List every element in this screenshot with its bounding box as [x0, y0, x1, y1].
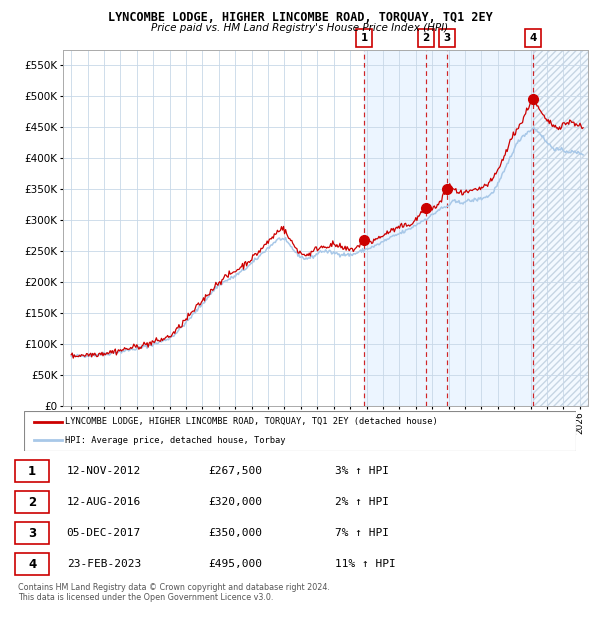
Bar	[15, 522, 49, 544]
Text: 4: 4	[529, 33, 536, 43]
Text: 2% ↑ HPI: 2% ↑ HPI	[335, 497, 389, 507]
Text: £350,000: £350,000	[208, 528, 262, 538]
Text: LYNCOMBE LODGE, HIGHER LINCOMBE ROAD, TORQUAY, TQ1 2EY (detached house): LYNCOMBE LODGE, HIGHER LINCOMBE ROAD, TO…	[65, 417, 438, 427]
Text: 2: 2	[28, 496, 36, 508]
Text: 05-DEC-2017: 05-DEC-2017	[67, 528, 141, 538]
Bar	[364, 50, 533, 406]
Text: 7% ↑ HPI: 7% ↑ HPI	[335, 528, 389, 538]
Bar	[15, 460, 49, 482]
Text: 3% ↑ HPI: 3% ↑ HPI	[335, 466, 389, 476]
Text: 1: 1	[28, 465, 36, 477]
Text: 1: 1	[361, 33, 368, 43]
Bar	[533, 50, 600, 406]
Text: 23-FEB-2023: 23-FEB-2023	[67, 559, 141, 569]
Text: 3: 3	[28, 527, 36, 539]
Bar	[15, 491, 49, 513]
Text: £495,000: £495,000	[208, 559, 262, 569]
Text: 2: 2	[422, 33, 430, 43]
Bar	[15, 553, 49, 575]
Text: 11% ↑ HPI: 11% ↑ HPI	[335, 559, 395, 569]
Text: 4: 4	[28, 558, 36, 570]
Text: 12-NOV-2012: 12-NOV-2012	[67, 466, 141, 476]
Text: Contains HM Land Registry data © Crown copyright and database right 2024.
This d: Contains HM Land Registry data © Crown c…	[18, 583, 330, 602]
Text: £267,500: £267,500	[208, 466, 262, 476]
Text: £320,000: £320,000	[208, 497, 262, 507]
Text: LYNCOMBE LODGE, HIGHER LINCOMBE ROAD, TORQUAY, TQ1 2EY: LYNCOMBE LODGE, HIGHER LINCOMBE ROAD, TO…	[107, 11, 493, 24]
Text: 3: 3	[443, 33, 451, 43]
Text: HPI: Average price, detached house, Torbay: HPI: Average price, detached house, Torb…	[65, 436, 286, 445]
Bar	[533, 50, 600, 406]
Text: 12-AUG-2016: 12-AUG-2016	[67, 497, 141, 507]
Text: Price paid vs. HM Land Registry's House Price Index (HPI): Price paid vs. HM Land Registry's House …	[151, 23, 449, 33]
